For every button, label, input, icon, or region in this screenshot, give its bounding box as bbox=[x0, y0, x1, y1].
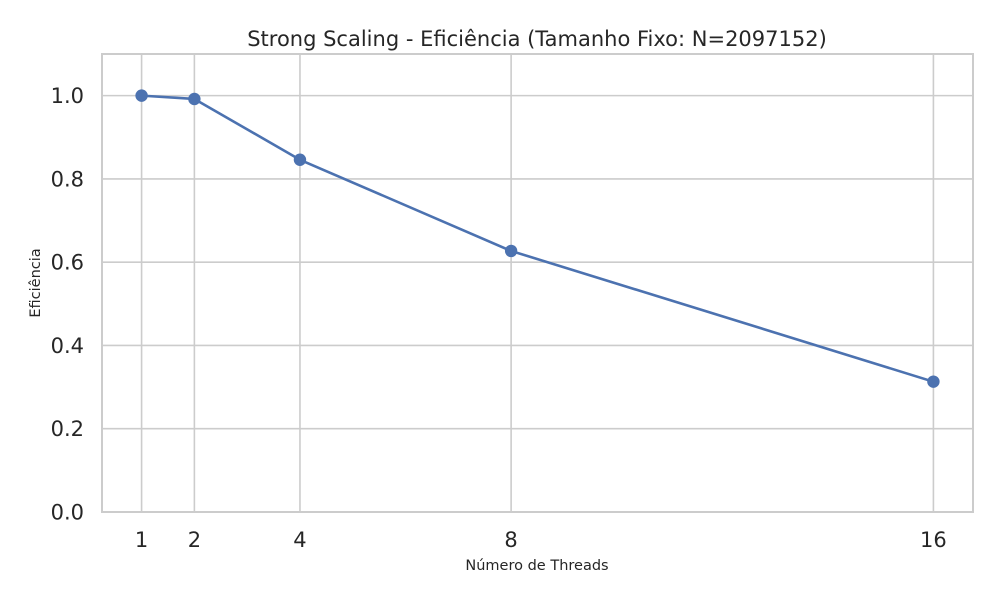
x-tick-label: 1 bbox=[135, 528, 148, 552]
y-tick-label: 0.8 bbox=[51, 167, 84, 191]
y-tick-label: 0.4 bbox=[51, 334, 84, 358]
data-point bbox=[293, 153, 307, 166]
x-tick-label: 16 bbox=[920, 528, 947, 552]
data-point bbox=[188, 92, 201, 106]
y-tick-label: 0.0 bbox=[51, 501, 84, 525]
chart-title: Strong Scaling - Eficiência (Tamanho Fix… bbox=[247, 27, 827, 51]
x-tick-label: 2 bbox=[188, 528, 201, 552]
plot-frame bbox=[101, 53, 974, 513]
tick-labels: 0.0 0.2 0.4 0.6 0.8 1.0 1 2 4 8 16 bbox=[51, 84, 947, 552]
y-axis-label: Eficiência bbox=[28, 248, 44, 317]
grid bbox=[102, 54, 973, 513]
y-tick-label: 0.2 bbox=[51, 417, 84, 441]
y-tick-label: 1.0 bbox=[51, 84, 84, 108]
data-point bbox=[504, 244, 518, 258]
data-point bbox=[927, 375, 940, 388]
series-group bbox=[135, 89, 940, 388]
x-tick-label: 4 bbox=[293, 528, 306, 552]
x-axis-label: Número de Threads bbox=[465, 558, 608, 574]
series-line bbox=[141, 94, 934, 383]
y-tick-label: 0.6 bbox=[51, 251, 84, 275]
data-point bbox=[135, 89, 148, 102]
x-tick-label: 8 bbox=[504, 528, 517, 552]
